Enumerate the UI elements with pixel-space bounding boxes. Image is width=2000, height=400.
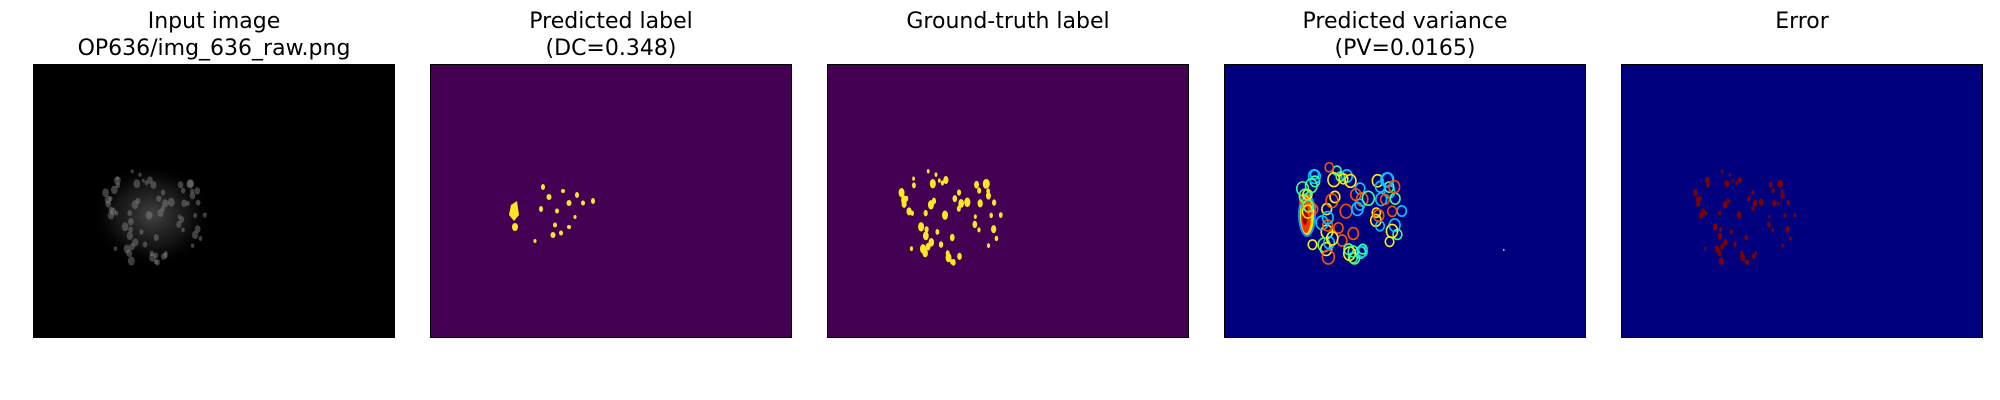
predicted-label-title: Predicted label (DC=0.348) [430, 8, 792, 62]
input-image-panel: Input image OP636/img_636_raw.png [33, 0, 395, 400]
title-line-2: OP636/img_636_raw.png [77, 36, 351, 61]
input-image [33, 64, 395, 338]
predicted-variance-title: Predicted variance (PV=0.0165) [1224, 8, 1586, 62]
title-line-1: Predicted variance [1302, 9, 1508, 34]
ground-truth-label-panel: Ground-truth label [827, 0, 1189, 400]
predicted-label-panel: Predicted label (DC=0.348) [430, 0, 792, 400]
predicted-variance-panel: Predicted variance (PV=0.0165) [1224, 0, 1586, 400]
title-line-2: (DC=0.348) [545, 36, 677, 61]
error-panel: Error [1621, 0, 1983, 400]
predicted-variance-canvas [1225, 65, 1585, 337]
ground-truth-label-canvas [828, 65, 1188, 337]
title-line-1: Predicted label [529, 9, 693, 34]
input-image-canvas [34, 65, 394, 337]
ground-truth-label-title: Ground-truth label [827, 8, 1189, 35]
input-image-title: Input image OP636/img_636_raw.png [33, 8, 395, 62]
error-canvas [1622, 65, 1982, 337]
predicted-label-image [430, 64, 792, 338]
title-line-2: (PV=0.0165) [1334, 36, 1476, 61]
title-line-2: Error [1775, 9, 1829, 34]
error-image [1621, 64, 1983, 338]
title-line-2: Ground-truth label [906, 9, 1110, 34]
title-line-1: Input image [147, 9, 281, 34]
predicted-variance-image [1224, 64, 1586, 338]
ground-truth-label-image [827, 64, 1189, 338]
predicted-label-canvas [431, 65, 791, 337]
error-title: Error [1621, 8, 1983, 35]
